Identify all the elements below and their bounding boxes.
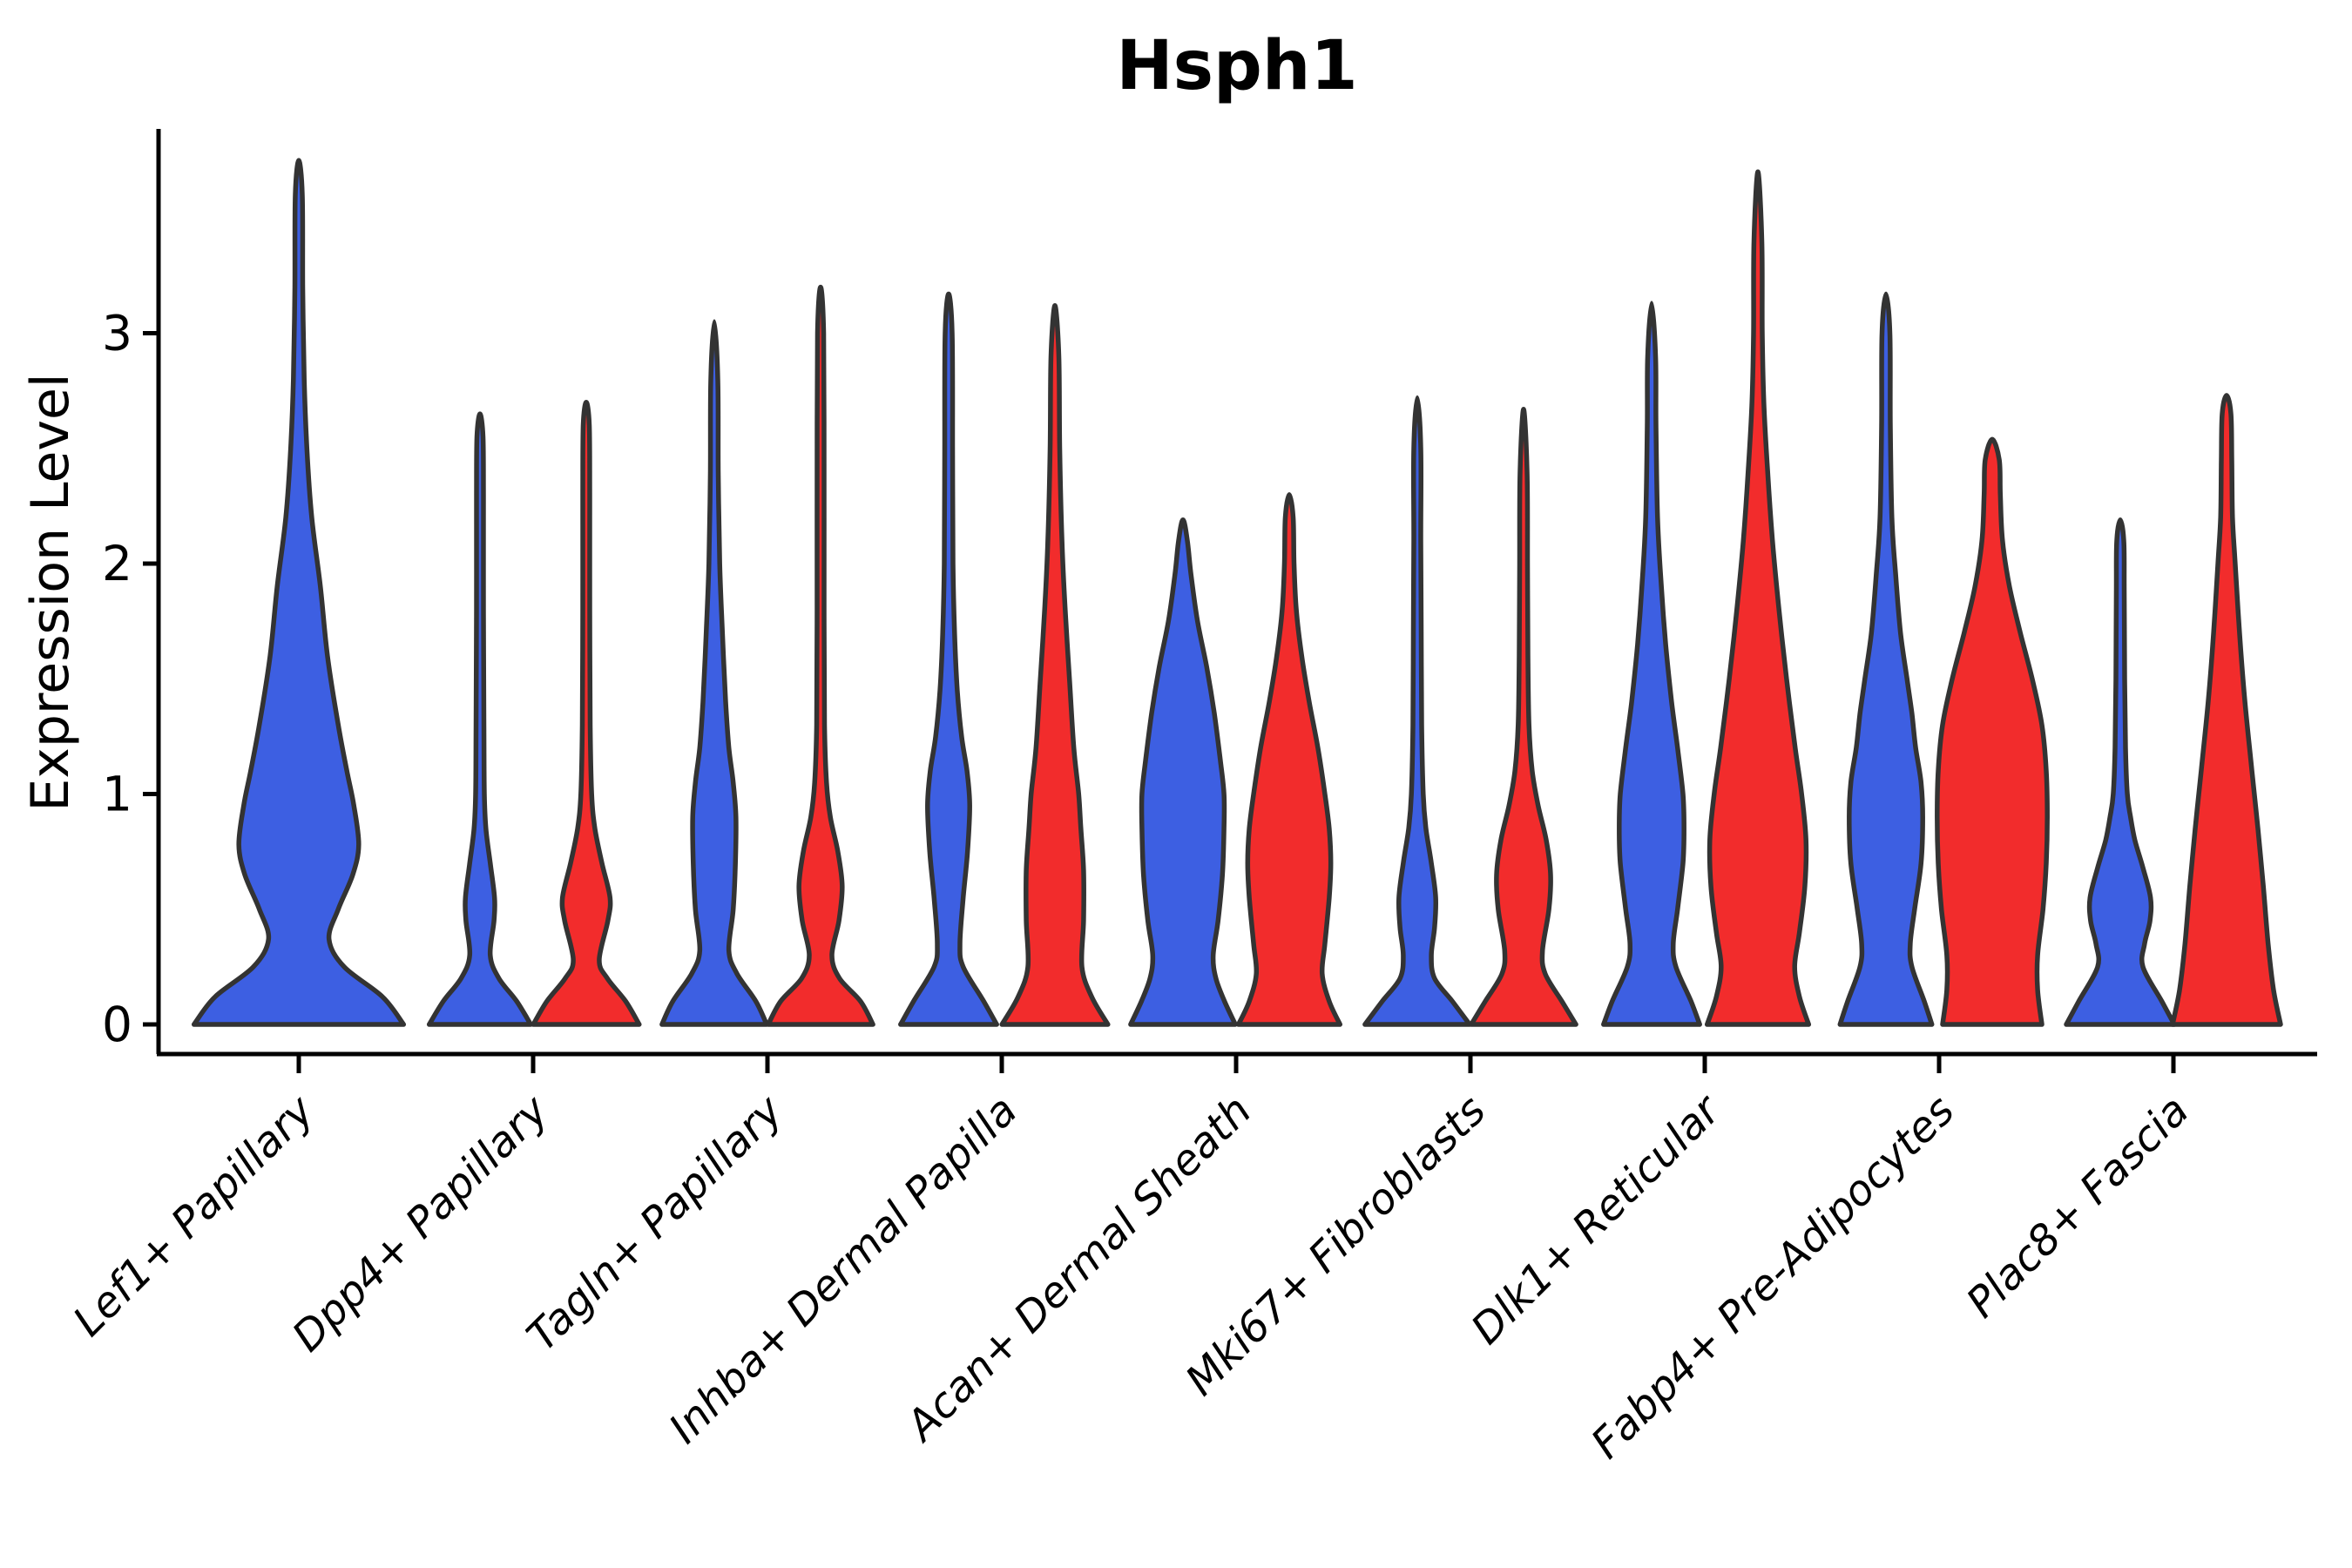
y-tick-label-1: 1 (102, 767, 132, 822)
x-tick-label-plac8-fascia: Plac8+ Fascia (1957, 1086, 2199, 1328)
y-axis-ticks: 0 1 2 3 (102, 306, 159, 1052)
y-tick-label-3: 3 (102, 306, 132, 362)
violin-dpp4-papillary-blue (426, 411, 534, 1027)
violin-dpp4-papillary-red (531, 400, 642, 1027)
y-tick-label-2: 2 (102, 536, 132, 591)
chart-title: Hsph1 (1116, 27, 1357, 105)
violin-mki67-fibroblasts-red (1469, 407, 1578, 1027)
violin-mki67-fibroblasts-blue (1362, 395, 1472, 1027)
x-tick-label-dlk1-reticular: Dlk1+ Reticular (1462, 1085, 1732, 1355)
violin-tagln-papillary-red (766, 284, 875, 1027)
y-axis-label: Expression Level (20, 373, 81, 811)
violin-inhba-dermal-papilla-red (999, 303, 1111, 1027)
violin-tagln-papillary-blue (659, 319, 769, 1027)
violin-inhba-dermal-papilla-blue (898, 291, 999, 1027)
violin-fabp4-pre-adipocytes-red (1935, 436, 2050, 1027)
y-tick-label-0: 0 (102, 997, 132, 1052)
x-tick-label-tagln-papillary: Tagln+ Papillary (517, 1085, 793, 1361)
violin-acan-dermal-sheath-blue (1128, 517, 1238, 1027)
violin-plac8-fascia-blue (2064, 517, 2177, 1027)
x-tick-label-dpp4-papillary: Dpp4+ Papillary (283, 1085, 558, 1361)
violin-plac8-fascia-red (2170, 393, 2283, 1027)
violins-group (191, 158, 2283, 1027)
violin-lef1-papillary-blue (191, 158, 407, 1027)
x-tick-label-lef1-papillary: Lef1+ Papillary (64, 1085, 324, 1346)
violin-acan-dermal-sheath-red (1235, 491, 1343, 1027)
violin-fabp4-pre-adipocytes-blue (1837, 291, 1935, 1027)
violin-dlk1-reticular-blue (1601, 301, 1702, 1027)
violin-dlk1-reticular-red (1704, 169, 1812, 1027)
